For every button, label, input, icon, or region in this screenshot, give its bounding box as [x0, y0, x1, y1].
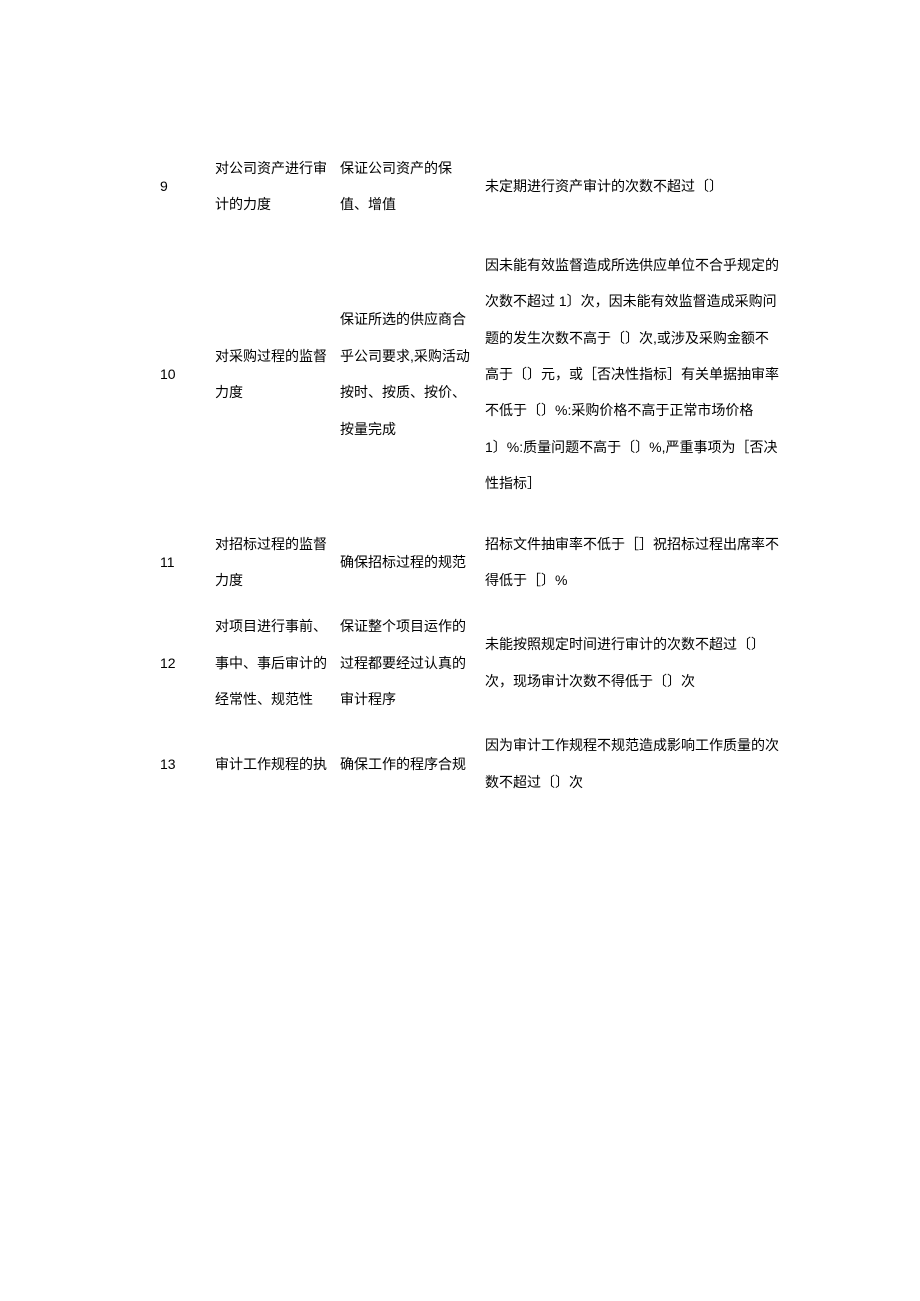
table-row: 9 对公司资产进行审计的力度 保证公司资产的保值、增值 未定期进行资产审计的次数… — [160, 150, 780, 247]
row-metric: 未定期进行资产审计的次数不超过〔〕 — [485, 150, 780, 247]
row-number: 9 — [160, 150, 215, 247]
row-metric: 未能按照规定时间进行审计的次数不超过〔〕次，现场审计次数不得低于〔〕次 — [485, 608, 780, 727]
row-number: 10 — [160, 247, 215, 526]
table-row: 11 对招标过程的监督力度 确保招标过程的规范 招标文件抽审率不低于［］祝招标过… — [160, 526, 780, 609]
row-purpose: 保证整个项目运作的过程都要经过认真的审计程序 — [340, 608, 485, 727]
table-row: 12 对项目进行事前、事中、事后审计的经常性、规范性 保证整个项目运作的过程都要… — [160, 608, 780, 727]
kpi-table: 9 对公司资产进行审计的力度 保证公司资产的保值、增值 未定期进行资产审计的次数… — [160, 150, 780, 800]
row-purpose: 确保工作的程序合规 — [340, 727, 485, 800]
table-row: 10 对采购过程的监督力度 保证所选的供应商合乎公司要求,采购活动按时、按质、按… — [160, 247, 780, 526]
row-item: 对项目进行事前、事中、事后审计的经常性、规范性 — [215, 608, 340, 727]
row-number: 11 — [160, 526, 215, 609]
row-number: 13 — [160, 727, 215, 800]
row-purpose: 保证公司资产的保值、增值 — [340, 150, 485, 247]
row-item: 对采购过程的监督力度 — [215, 247, 340, 526]
row-purpose: 确保招标过程的规范 — [340, 526, 485, 609]
row-metric: 因未能有效监督造成所选供应单位不合乎规定的次数不超过 1〕次，因未能有效监督造成… — [485, 247, 780, 526]
row-purpose: 保证所选的供应商合乎公司要求,采购活动按时、按质、按价、按量完成 — [340, 247, 485, 526]
row-item: 审计工作规程的执 — [215, 727, 340, 800]
table-row: 13 审计工作规程的执 确保工作的程序合规 因为审计工作规程不规范造成影响工作质… — [160, 727, 780, 800]
row-metric: 招标文件抽审率不低于［］祝招标过程出席率不得低于［〕% — [485, 526, 780, 609]
document-page: 9 对公司资产进行审计的力度 保证公司资产的保值、增值 未定期进行资产审计的次数… — [0, 0, 920, 860]
row-number: 12 — [160, 608, 215, 727]
row-item: 对招标过程的监督力度 — [215, 526, 340, 609]
row-metric: 因为审计工作规程不规范造成影响工作质量的次数不超过〔〕次 — [485, 727, 780, 800]
row-item: 对公司资产进行审计的力度 — [215, 150, 340, 247]
